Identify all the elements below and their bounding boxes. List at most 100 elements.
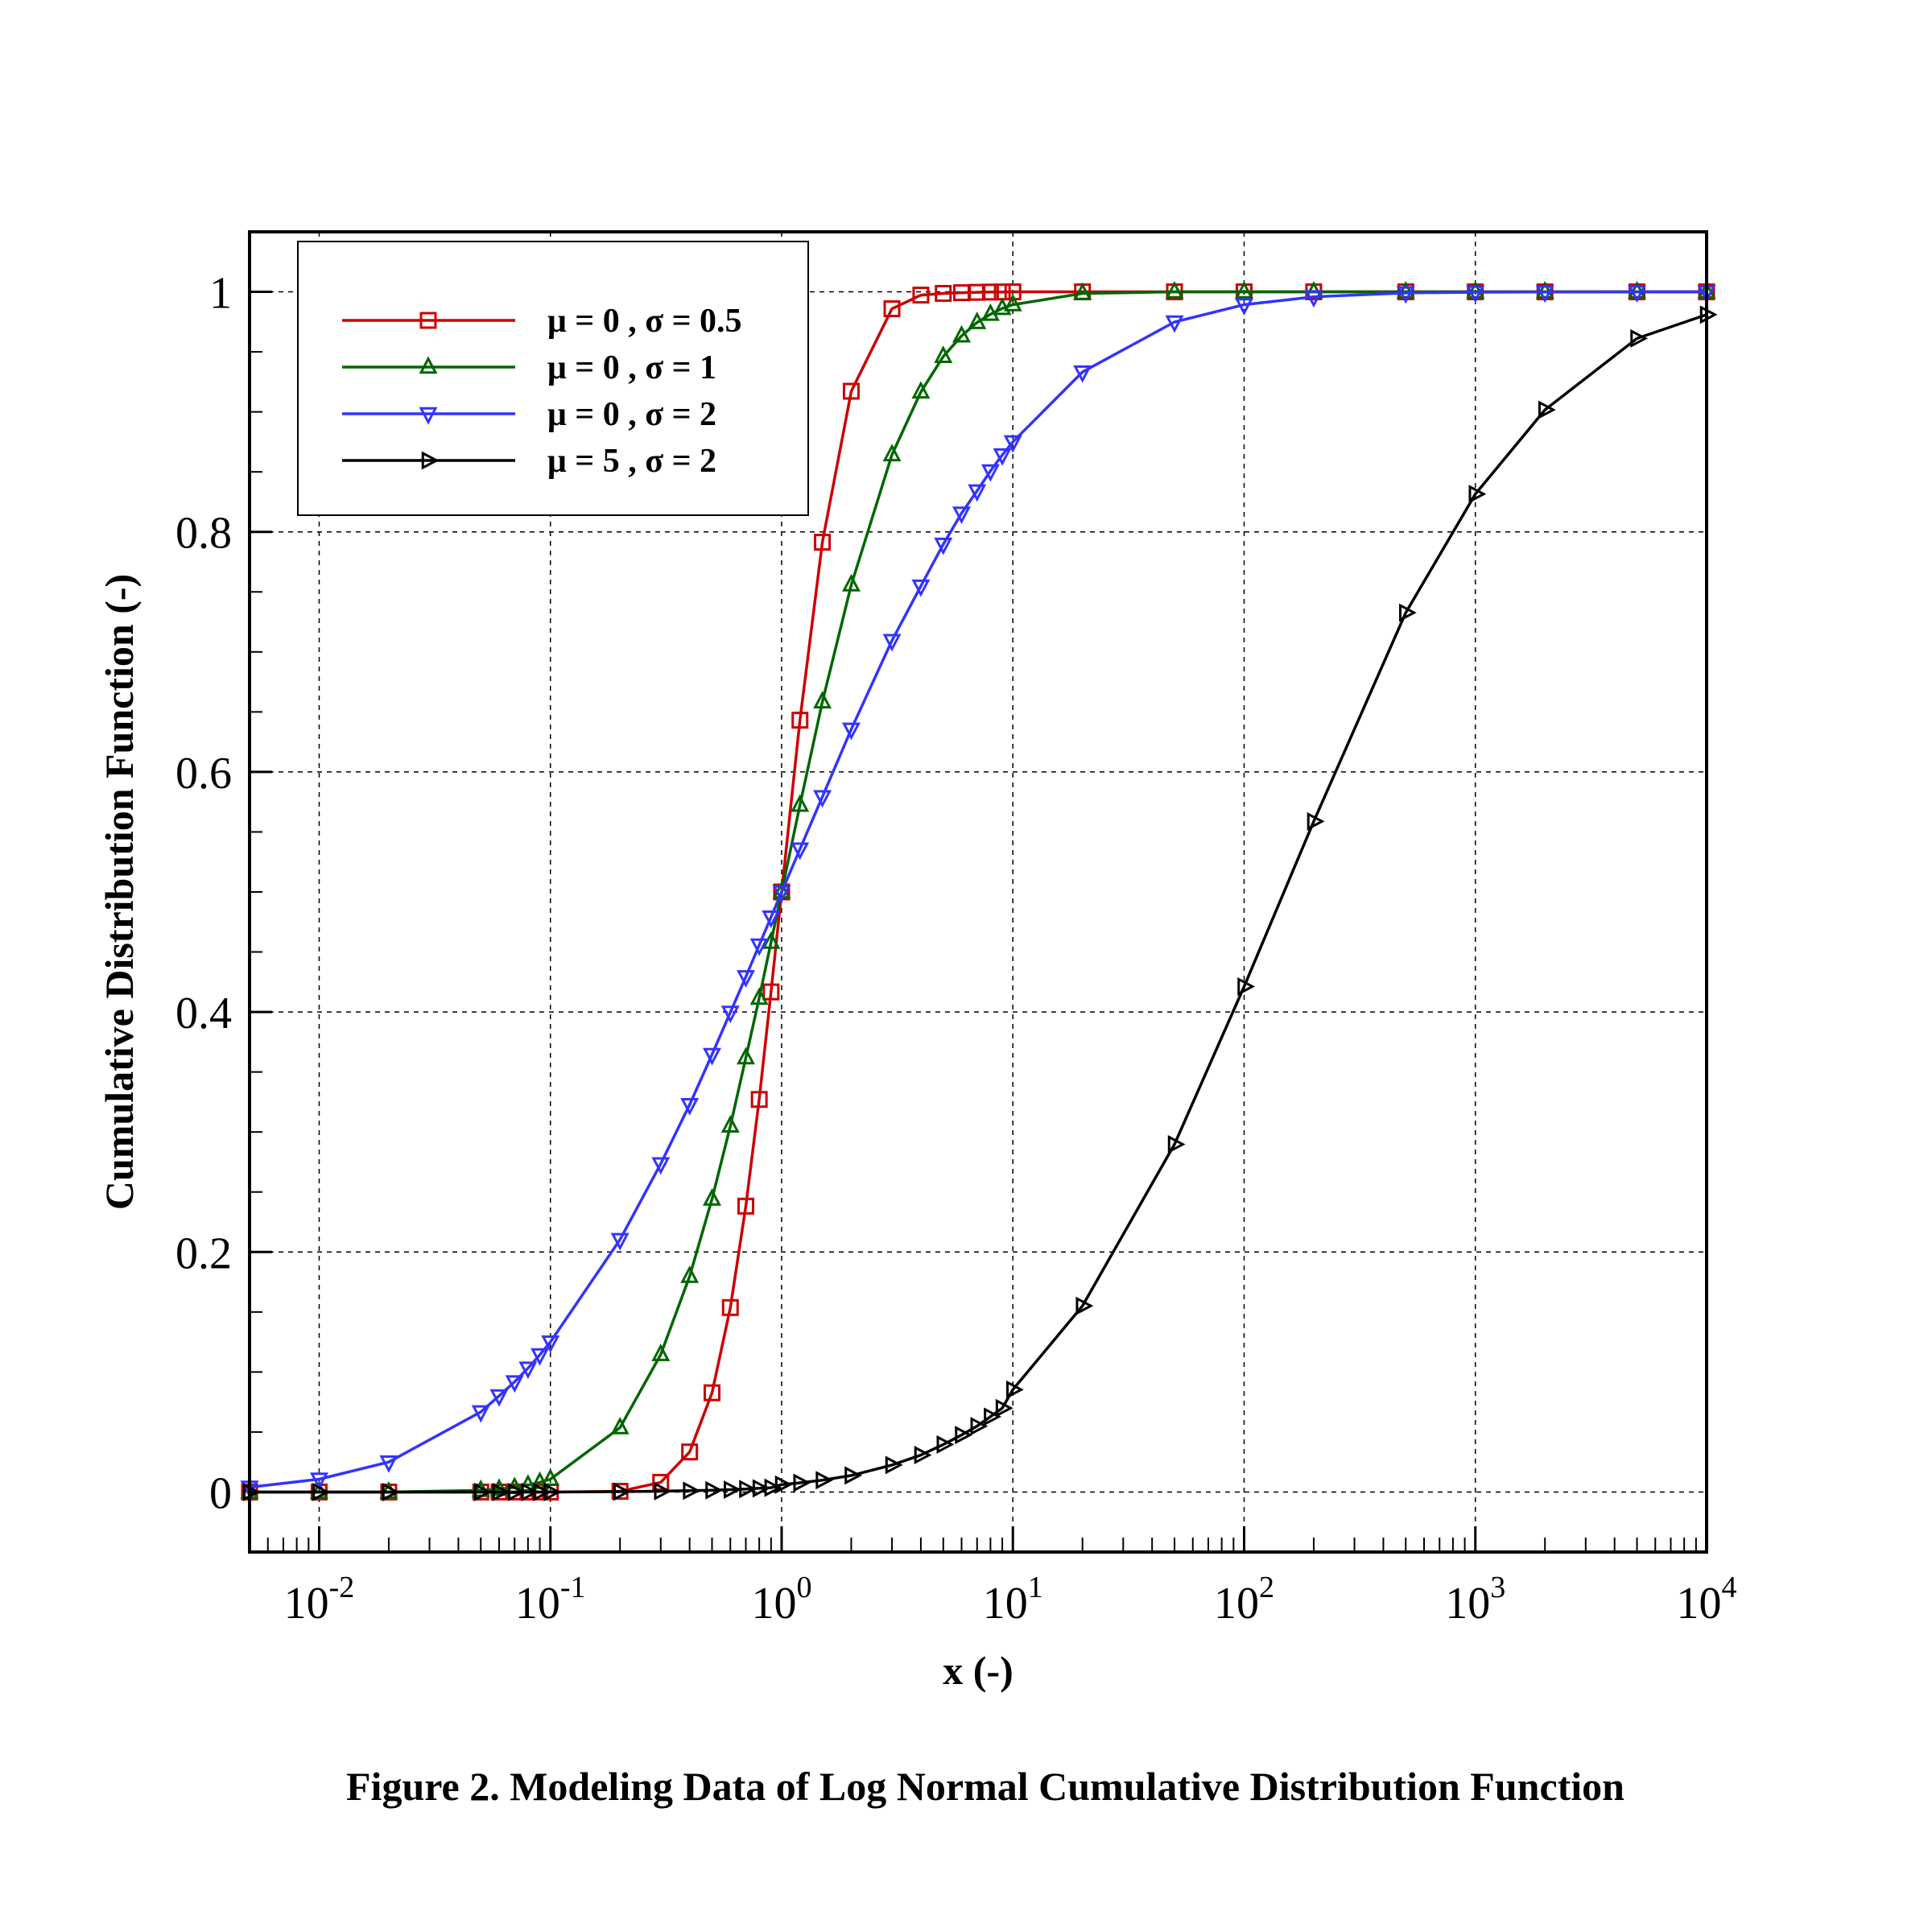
legend-marker: [419, 356, 438, 374]
data-point: [1628, 280, 1647, 299]
x-tick-exponent: 3: [1490, 1571, 1505, 1604]
data-point: [704, 1384, 721, 1402]
legend-box: [297, 241, 809, 516]
data-point: [772, 885, 791, 903]
data-point: [471, 1405, 490, 1423]
series-line: [249, 290, 1707, 1489]
data-point: [968, 311, 987, 329]
data-point: [507, 1482, 526, 1501]
data-point: [764, 1478, 782, 1497]
data-point: [815, 1471, 834, 1490]
series-4: [242, 305, 1718, 1501]
data-point: [652, 1473, 670, 1491]
data-point: [1399, 603, 1417, 622]
data-point: [312, 1482, 331, 1501]
data-point: [844, 1466, 863, 1485]
data-point: [995, 1398, 1013, 1418]
data-point: [885, 1455, 903, 1475]
data-point: [762, 910, 781, 928]
data-point: [914, 1446, 932, 1465]
data-point: [705, 1480, 724, 1500]
x-tick-base: 10: [1214, 1579, 1259, 1629]
x-axis-title: x (-): [943, 1648, 1013, 1693]
data-point: [1538, 400, 1556, 419]
x-tick-base: 10: [515, 1579, 560, 1629]
data-point: [1165, 280, 1184, 299]
data-point: [791, 842, 810, 861]
y-tick-label: 0.8: [175, 509, 232, 559]
legend-label: μ = 0 , σ = 0.5: [547, 303, 742, 340]
x-tick-label: 101: [983, 1571, 1043, 1629]
data-point: [882, 444, 902, 462]
data-point: [911, 579, 931, 597]
data-point: [610, 1232, 630, 1251]
x-tick-label: 102: [1214, 1571, 1274, 1629]
data-point: [936, 1435, 955, 1454]
data-point: [651, 1157, 671, 1175]
data-point: [1073, 282, 1092, 300]
data-point: [1005, 1380, 1024, 1399]
data-point: [752, 1479, 770, 1498]
series-line: [250, 290, 1707, 1494]
x-tick-exponent: 1: [1028, 1571, 1043, 1604]
data-point: [791, 712, 809, 729]
legend-marker: [419, 407, 438, 425]
data-point: [737, 1046, 755, 1065]
data-point: [521, 1482, 539, 1501]
series-line: [250, 313, 1707, 1494]
x-tick-exponent: 0: [796, 1571, 811, 1604]
series-3: [240, 285, 1716, 1499]
x-tick-label: 104: [1677, 1571, 1737, 1629]
data-point: [737, 1197, 754, 1215]
data-point: [934, 537, 953, 555]
data-point: [739, 1480, 758, 1499]
data-point: [533, 1482, 551, 1501]
legend-entry: μ = 0 , σ = 2: [342, 396, 716, 433]
data-point: [382, 1482, 400, 1501]
data-point: [1466, 280, 1485, 299]
y-tick-label: 1: [209, 269, 232, 319]
data-point: [720, 1115, 740, 1133]
data-point: [981, 283, 999, 301]
data-point: [492, 1482, 510, 1501]
x-tick-exponent: 4: [1722, 1571, 1737, 1604]
data-point: [955, 1426, 973, 1445]
figure-caption: Figure 2. Modeling Data of Log Normal Cu…: [346, 1764, 1624, 1809]
x-tick-exponent: -2: [329, 1571, 355, 1604]
data-point: [813, 691, 832, 709]
data-point: [474, 1482, 492, 1501]
data-point: [1075, 1296, 1094, 1315]
data-point: [505, 1375, 524, 1393]
data-point: [541, 1468, 560, 1486]
data-point: [1396, 286, 1415, 304]
data-point: [911, 381, 931, 399]
data-point: [749, 938, 769, 956]
data-point: [703, 1187, 721, 1206]
x-tick-label: 103: [1445, 1571, 1505, 1629]
data-point: [813, 790, 832, 808]
data-point: [680, 1265, 700, 1283]
data-point: [489, 1478, 509, 1496]
data-point: [721, 1298, 739, 1316]
data-point: [841, 573, 861, 592]
data-point: [1396, 280, 1415, 299]
x-tick-exponent: 2: [1259, 1571, 1274, 1604]
data-point: [651, 1344, 671, 1361]
data-point: [1235, 280, 1253, 299]
data-point: [1004, 283, 1022, 301]
legend-label: μ = 0 , σ = 1: [547, 349, 716, 386]
data-point: [841, 722, 861, 741]
data-point: [703, 1047, 721, 1066]
data-point: [774, 1475, 793, 1494]
data-point: [984, 1407, 1001, 1426]
data-point: [842, 382, 860, 400]
legend-marker: [421, 451, 440, 470]
data-point: [724, 1480, 741, 1499]
legend-label: μ = 5 , σ = 2: [547, 443, 716, 480]
x-tick-base: 10: [983, 1579, 1028, 1629]
data-point: [518, 1361, 538, 1380]
data-point: [935, 284, 952, 302]
legend-marker: [419, 312, 437, 329]
plot-area-frame: [248, 230, 1708, 1554]
